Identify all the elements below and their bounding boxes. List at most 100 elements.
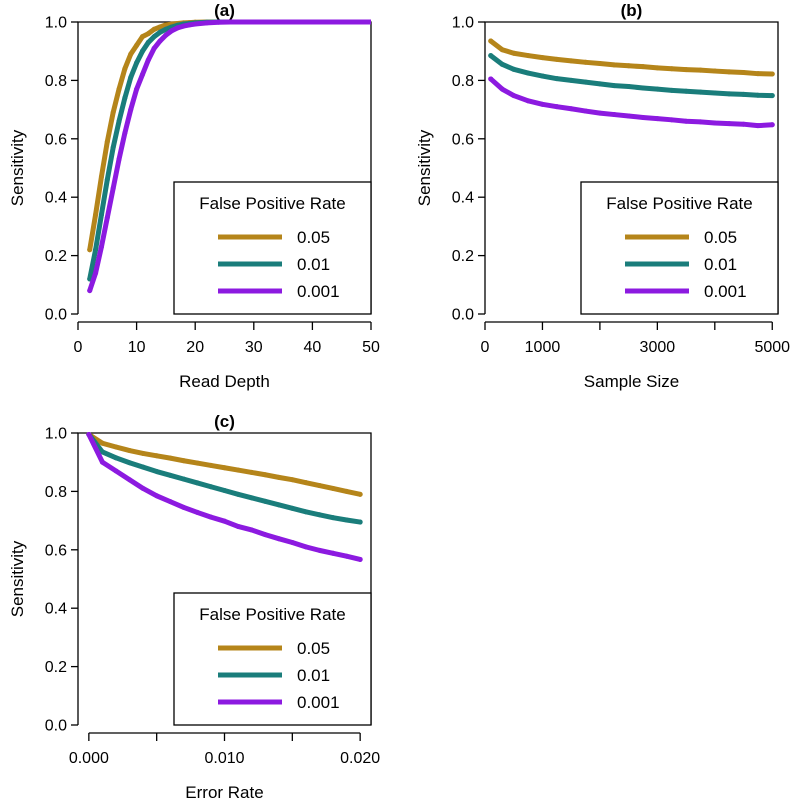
data-point-0.01 [167,472,173,478]
data-point-0.01 [539,73,545,79]
data-point-0.05 [583,59,589,65]
series-group [87,19,371,294]
data-point-0.001 [128,107,134,113]
series-line-0.001 [86,431,363,562]
data-point-0.01 [568,77,574,83]
data-point-0.001 [87,288,93,294]
data-point-0.001 [280,19,286,25]
data-point-0.05 [154,453,160,459]
data-point-0.01 [181,476,187,482]
data-point-0.01 [697,89,703,95]
data-point-0.01 [262,498,268,504]
data-point-0.01 [640,85,646,91]
data-point-0.01 [511,66,517,72]
data-point-0.001 [180,23,186,29]
data-point-0.05 [194,460,200,466]
legend-title: False Positive Rate [606,194,752,213]
data-point-0.05 [116,86,122,92]
data-point-0.001 [697,119,703,125]
data-point-0.05 [145,31,151,37]
data-point-0.001 [741,121,747,127]
data-point-0.001 [113,468,119,474]
x-tick-label: 0.020 [340,750,380,767]
data-point-0.001 [127,477,133,483]
data-point-0.01 [654,86,660,92]
data-point-0.01 [611,83,617,89]
data-point-0.001 [139,72,145,78]
data-point-0.01 [127,460,133,466]
data-point-0.05 [167,455,173,461]
y-tick-label: 0.2 [452,248,474,265]
data-point-0.001 [239,19,245,25]
y-tick-label: 1.0 [452,15,474,32]
data-point-0.05 [303,480,309,486]
data-point-0.001 [626,113,632,119]
data-point-0.05 [640,64,646,70]
data-point-0.05 [357,491,363,497]
data-point-0.001 [368,19,371,25]
y-tick-label: 0.4 [45,601,67,618]
data-point-0.001 [154,493,160,499]
data-point-0.001 [251,19,257,25]
data-point-0.05 [697,67,703,73]
data-point-0.05 [139,34,145,40]
y-axis-label: Sensitivity [415,129,434,206]
data-point-0.001 [755,123,761,129]
series-line-0.05 [488,38,775,77]
data-point-0.001 [726,121,732,127]
y-tick-label: 0.8 [452,73,474,90]
data-point-0.05 [525,53,531,59]
data-point-0.05 [134,42,140,48]
data-point-0.05 [712,68,718,74]
y-tick-label: 0.4 [45,190,67,207]
data-point-0.05 [316,483,322,489]
data-point-0.01 [122,95,128,101]
data-point-0.001 [289,540,295,545]
data-point-0.01 [110,145,116,151]
x-axis-label: Read Depth [179,372,270,391]
x-tick-label: 10 [128,339,146,356]
data-point-0.01 [755,92,761,98]
data-point-0.001 [669,117,675,123]
data-point-0.001 [227,19,233,25]
data-point-0.001 [769,122,775,128]
data-point-0.001 [99,459,105,465]
x-axis-label: Error Rate [185,783,263,800]
data-point-0.001 [175,25,181,31]
y-tick-label: 0.2 [45,659,67,676]
data-point-0.001 [554,104,560,110]
data-point-0.05 [110,110,116,116]
data-point-0.001 [208,514,214,520]
data-point-0.01 [344,517,350,523]
panel-c: (c) 0.0 0.2 0.4 0.6 0.8 1.0 0.000 0.010 0.020 Erro… [8,412,380,800]
data-point-0.01 [741,91,747,97]
data-point-0.01 [157,29,163,35]
legend-entry: 0.05 [297,639,330,658]
data-point-0.05 [683,67,689,73]
series-line-0.001 [87,19,371,294]
data-point-0.001 [330,550,336,556]
y-axis-label: Sensitivity [8,129,27,206]
data-point-0.01 [525,70,531,76]
data-point-0.05 [151,26,157,32]
x-tick-label: 5000 [754,339,790,356]
data-point-0.05 [208,462,214,468]
data-point-0.001 [93,270,99,276]
data-point-0.001 [249,527,255,533]
legend-entry: 0.001 [297,282,340,301]
data-point-0.01 [113,455,119,461]
data-point-0.01 [488,53,494,59]
data-point-0.05 [554,56,560,62]
data-point-0.001 [511,93,517,99]
data-point-0.001 [169,28,175,34]
data-point-0.01 [99,449,105,455]
data-point-0.01 [769,93,775,99]
y-tick-label: 0.6 [45,131,67,148]
data-point-0.001 [357,556,363,562]
legend-entry: 0.01 [297,666,330,685]
y-tick-label: 0.8 [45,73,67,90]
x-tick-label: 40 [304,339,322,356]
data-point-0.001 [104,215,110,221]
data-point-0.001 [712,120,718,126]
data-point-0.05 [488,38,494,44]
